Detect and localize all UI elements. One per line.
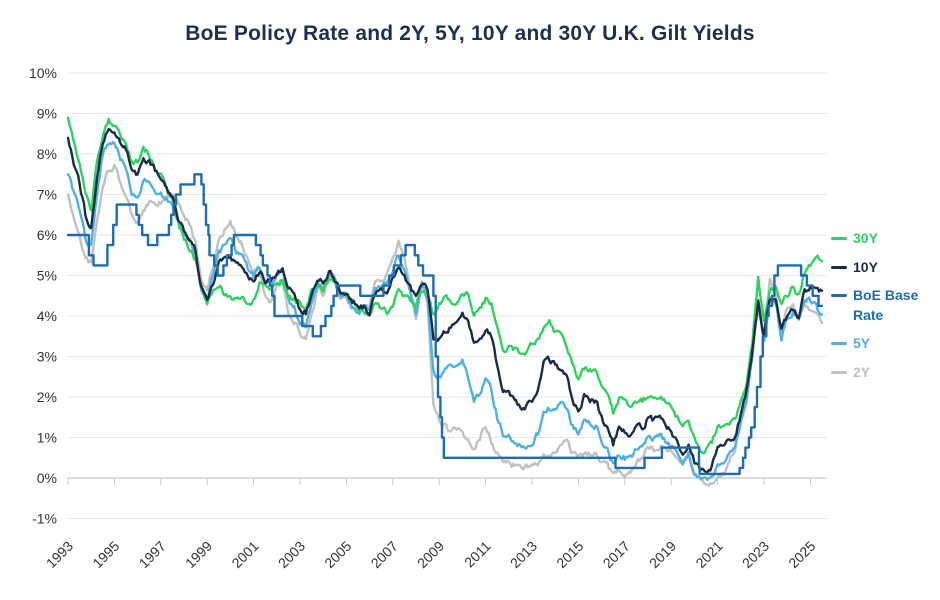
legend-label: 5Y (853, 335, 871, 352)
x-tick-label: 2015 (553, 538, 586, 571)
series-line-5y (66, 141, 824, 482)
legend-label: BoE Base Rate (853, 287, 919, 323)
legend-swatch-icon (831, 265, 847, 269)
x-tick-label: 2007 (368, 538, 401, 571)
series-line-10y (66, 127, 824, 474)
legend-label: 30Y (853, 230, 878, 246)
y-tick-label: 6% (37, 227, 57, 243)
x-tick-label: 2025 (785, 538, 818, 571)
x-tick-label: 2021 (692, 538, 725, 571)
legend-swatch-icon (831, 294, 847, 298)
legend-item-2y: 2Y (831, 363, 935, 383)
y-tick-label: 9% (37, 106, 57, 122)
x-tick-label: 1993 (43, 538, 76, 571)
x-tick-label: 2001 (228, 538, 261, 571)
y-tick-label: -1% (32, 511, 57, 527)
legend-swatch-icon (831, 237, 847, 240)
y-tick-label: 2% (37, 389, 57, 405)
x-tick-label: 2011 (461, 538, 494, 571)
x-tick-label: 2005 (321, 538, 354, 571)
legend-swatch-icon (831, 342, 847, 346)
chart-title: BoE Policy Rate and 2Y, 5Y, 10Y and 30Y … (185, 22, 755, 45)
chart-legend: 30Y 10Y BoE Base Rate 5Y 2Y (831, 229, 935, 392)
legend-label: 2Y (853, 363, 871, 380)
legend-item-5y: 5Y (831, 334, 935, 354)
legend-item-boe-base-rate: BoE Base Rate (831, 286, 935, 325)
legend-swatch-icon (831, 370, 847, 374)
x-tick-label: 2019 (646, 538, 679, 571)
x-tick-label: 1995 (89, 538, 122, 571)
y-tick-label: 5% (37, 268, 57, 284)
y-tick-label: 4% (37, 308, 57, 324)
x-tick-label: 2017 (600, 538, 633, 571)
series-line-30y (66, 116, 824, 455)
x-tick-label: 2013 (507, 538, 540, 571)
x-tick-label: 2023 (739, 538, 772, 571)
legend-label: 10Y (853, 258, 878, 275)
legend-item-10y: 10Y (831, 258, 935, 278)
y-tick-label: 0% (37, 470, 57, 486)
x-tick-label: 2009 (414, 538, 447, 571)
y-tick-label: 3% (37, 349, 57, 365)
y-tick-label: 10% (29, 65, 57, 81)
y-tick-label: 7% (37, 187, 57, 203)
x-tick-label: 1997 (136, 538, 169, 571)
x-tick-label: 1999 (182, 538, 215, 571)
x-tick-label: 2003 (275, 538, 308, 571)
legend-item-30y: 30Y (831, 229, 935, 249)
series-line-boe-base-rate (66, 173, 824, 476)
y-tick-label: 8% (37, 146, 57, 162)
y-tick-label: 1% (37, 430, 57, 446)
